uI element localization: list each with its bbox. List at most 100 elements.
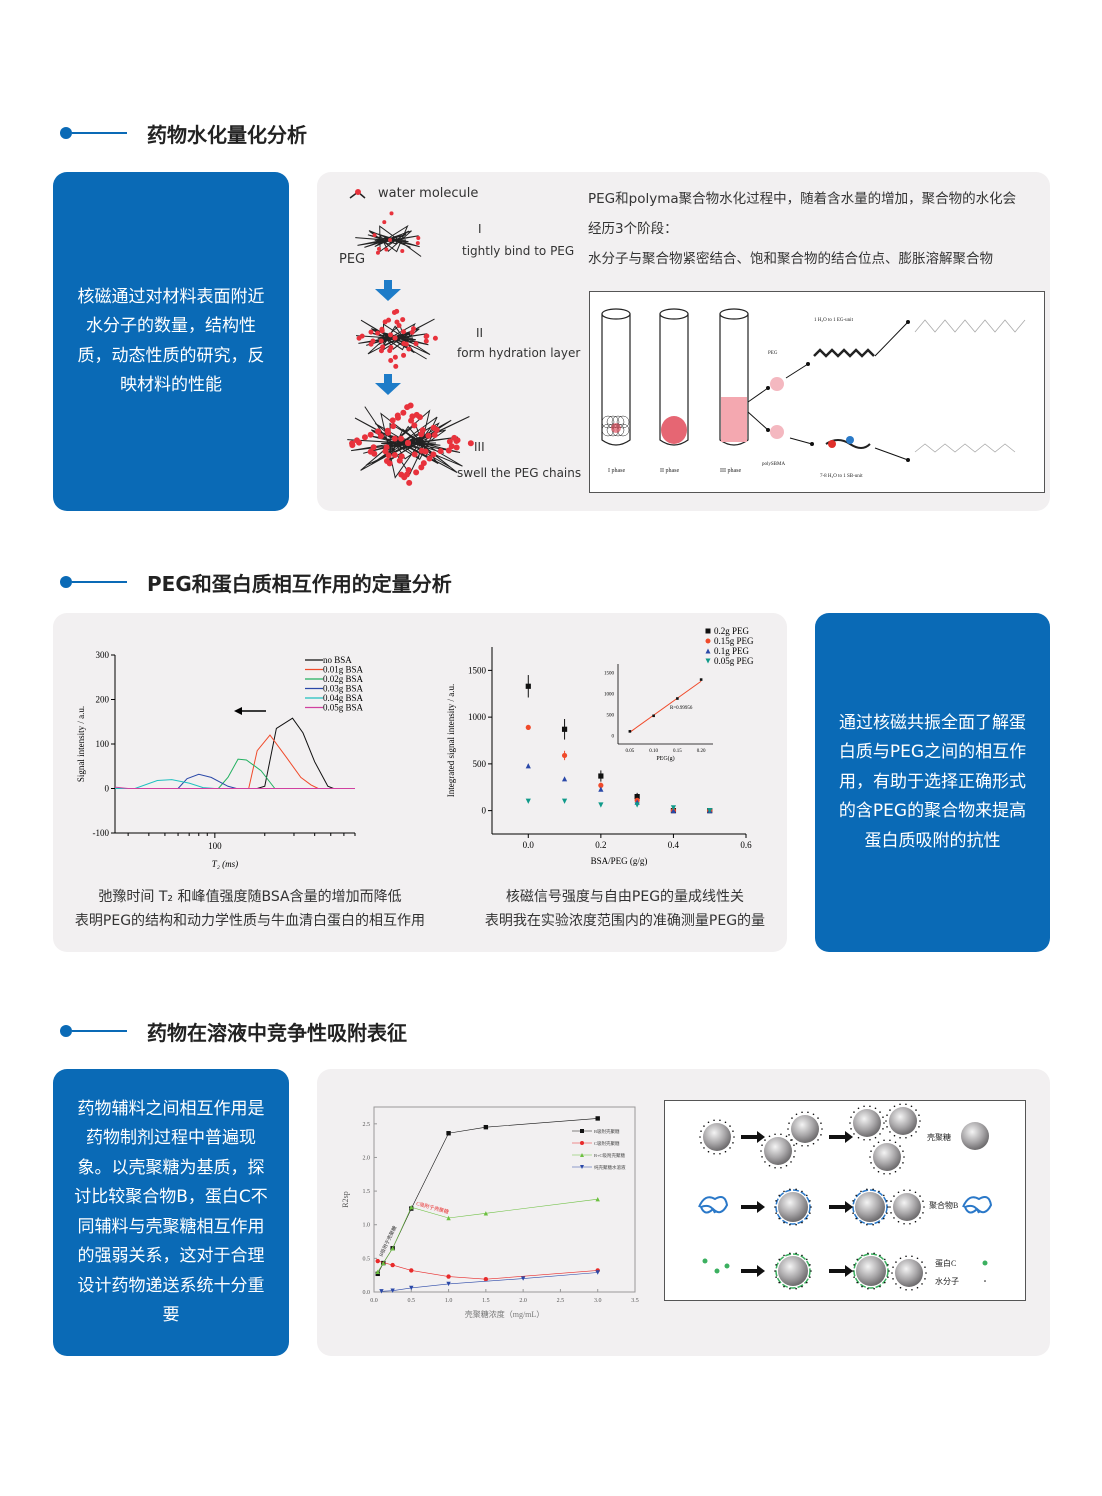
chitosan-sphere [856, 1256, 886, 1286]
chitosan-sphere [961, 1122, 989, 1150]
water-molecule-icon [707, 1121, 710, 1124]
water-molecule-icon [431, 432, 438, 439]
water-molecule-icon [719, 1119, 721, 1122]
inset-x-tick-label: 0.15 [673, 749, 682, 754]
y-tick-label: 100 [96, 739, 110, 749]
water-molecule-icon [377, 433, 384, 440]
arrow-head-icon [906, 320, 910, 324]
water-molecule-icon [403, 341, 409, 347]
water-molecule-icon [384, 247, 389, 252]
water-molecule-icon [386, 460, 393, 467]
water-molecule-icon [923, 1206, 925, 1208]
legend-label: no BSA [323, 655, 352, 665]
y-tick-label: -100 [93, 828, 110, 838]
water-molecule-icon [400, 409, 407, 416]
water-molecule-icon [761, 1144, 763, 1146]
water-molecule-icon [375, 428, 382, 435]
water-molecule-icon [897, 1191, 900, 1194]
section-header-1: 药物水化量化分析 [60, 118, 307, 148]
series-line [257, 717, 334, 789]
water-molecule-icon [430, 451, 437, 458]
water-molecule-icon [379, 328, 385, 334]
water-molecule-icon [870, 1150, 872, 1152]
arrow-icon [757, 1201, 765, 1213]
water-molecule-icon [869, 1156, 871, 1158]
arrow-icon [757, 1265, 765, 1277]
data-point [409, 1205, 414, 1210]
water-molecule-icon [406, 346, 412, 352]
peg-label: PEG [339, 252, 366, 267]
inset-x-tick-label: 0.20 [697, 749, 706, 754]
chitosan-label: 壳聚糖 [927, 1133, 951, 1142]
water-molecule-icon [785, 1135, 788, 1138]
hydrated-polymer [661, 416, 687, 444]
x-tick-label: 3.0 [594, 1298, 602, 1304]
water-molecule-icon [448, 443, 455, 450]
r2sp-chart: 0.0 0.5 1.0 1.5 2.0 2.5 0.0 0.5 1.0 1.5 2.0 2.5 3.0 3… [341, 1106, 639, 1319]
water-molecule-icon [886, 1114, 888, 1116]
arrow-icon [829, 1269, 845, 1273]
water-molecule-icon [903, 1156, 905, 1158]
water-molecule-icon [400, 317, 406, 323]
water-molecule-icon [883, 1139, 885, 1142]
water-molecule-icon [856, 1258, 859, 1261]
water-molecule-icon [391, 435, 398, 442]
water-molecule-icon [889, 1206, 891, 1208]
data-point [598, 786, 604, 792]
sb-ratio-label: 7-8 H₂O to 1 SB-unit [820, 474, 863, 479]
arrow-head-icon [810, 442, 814, 446]
inset-y-tick-label: 1500 [604, 671, 615, 676]
water-molecule-icon [775, 1264, 777, 1266]
water-molecule-icon [413, 341, 419, 347]
x-tick-label: 2.5 [557, 1298, 565, 1304]
water-molecule-icon [793, 1156, 795, 1158]
arrow-icon [741, 1135, 757, 1139]
water-molecule-icon [405, 440, 411, 446]
chitosan-sphere [791, 1115, 819, 1143]
peg-structure [914, 319, 1026, 333]
water-molecule-icon [382, 448, 389, 455]
arrow [874, 447, 909, 461]
water-molecule-icon [371, 450, 378, 457]
water-molecule-icon [869, 1105, 871, 1108]
t2-signal-chart: -100 0 100 200 300 100 T₂ (ms) Signal intensity… [76, 650, 364, 869]
data-point [580, 1165, 584, 1169]
water-molecule-icon [883, 1258, 886, 1261]
caption-line: 核磁信号强度与自由PEG的量成线性关 [505, 889, 745, 905]
water-molecule-icon [820, 1122, 822, 1124]
water-molecule-icon [789, 1188, 791, 1191]
water-molecule-icon [889, 1139, 891, 1142]
series-line [217, 758, 276, 789]
water-molecule-icon [349, 442, 356, 449]
water-molecule-icon [703, 1147, 705, 1149]
polymer-chain [355, 224, 422, 257]
x-tick-label: 0.0 [523, 840, 535, 850]
water-molecule-icon [878, 1221, 880, 1224]
water-molecule-icon [789, 1287, 791, 1290]
water-molecule-icon [400, 329, 406, 335]
water-molecule-icon [909, 1222, 911, 1225]
water-molecule-icon [801, 1221, 803, 1224]
summary-text: 通过核磁共振全面了解蛋白质与PEG之间的相互作用，有助于选择正确形式的含PEG的… [838, 712, 1027, 851]
down-arrow-icon [384, 374, 392, 383]
peg-hydration-illustration [347, 189, 474, 486]
water-molecule-icon [729, 1125, 731, 1127]
water-molecule-icon [774, 1270, 776, 1272]
divider [72, 132, 127, 134]
data-point [707, 808, 713, 814]
x-tick-label: 0.5 [408, 1298, 416, 1304]
water-molecule-icon [807, 1111, 809, 1114]
water-molecule-icon [778, 1194, 781, 1197]
water-molecule-icon [783, 1190, 785, 1193]
data-point [390, 1262, 395, 1268]
water-molecule-icon [801, 1111, 803, 1114]
water-molecule-icon [919, 1217, 921, 1219]
y-tick-label: 1500 [468, 665, 487, 675]
x-tick-label: 0.6 [740, 840, 752, 850]
y-axis-label: R2sp [341, 1191, 350, 1207]
water-molecule-icon [423, 338, 429, 344]
polymer-unit-icon [770, 425, 784, 439]
water-molecule-icon [902, 1162, 904, 1164]
water-molecule-icon [789, 1252, 791, 1255]
water-molecule-icon [764, 1139, 766, 1141]
